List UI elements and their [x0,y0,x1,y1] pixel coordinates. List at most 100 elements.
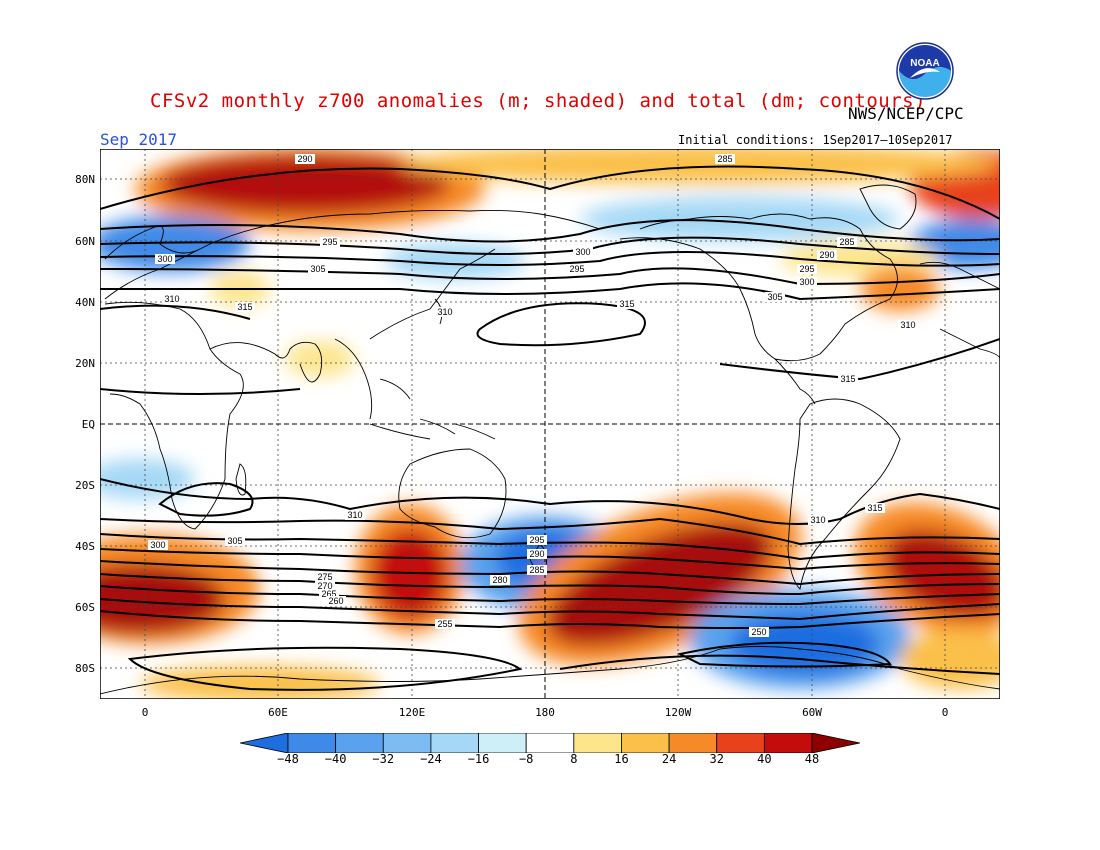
colorbar-tick-label: −8 [518,752,534,766]
contour-label: 305 [225,536,245,546]
lon-label: 60E [268,706,288,719]
colorbar-tick-label: 16 [614,752,629,766]
contour-label: 300 [155,254,175,264]
svg-text:310: 310 [347,510,362,520]
map-title: CFSv2 monthly z700 anomalies (m; shaded)… [150,90,927,112]
anomaly-map: 290 295 300 305 310 315 285 295 300 310 … [100,149,1000,699]
colorbar-cell [668,733,718,753]
contour-label: 295 [797,264,817,274]
svg-text:300: 300 [575,247,590,257]
contour-label: 310 [435,307,455,317]
colorbar-cell [430,733,479,753]
lon-label: 120E [398,706,426,719]
lat-label: 40N [75,296,95,309]
lon-label: 120W [664,706,692,719]
contour-label: 310 [162,294,182,304]
svg-text:315: 315 [619,299,634,309]
contour-label: 290 [527,549,547,559]
contour-label: 250 [749,627,769,637]
contour-label: 285 [715,154,735,164]
colorbar-arrow-high [811,733,860,753]
lon-label: 0 [141,706,149,719]
colorbar-cell [382,733,432,753]
colorbar [240,733,860,753]
svg-text:300: 300 [799,277,814,287]
colorbar-tick-label: −40 [324,752,347,766]
contour-label: 290 [295,154,315,164]
svg-text:310: 310 [437,307,452,317]
colorbar-cell [525,733,575,753]
colorbar-arrow-low [240,733,289,753]
colorbar-tick-label: 8 [570,752,578,766]
svg-text:315: 315 [840,374,855,384]
svg-text:295: 295 [569,264,584,274]
lat-label: 80S [75,662,95,675]
lat-label: 20N [75,357,95,370]
contour-label: 315 [838,374,858,384]
lat-label: EQ [81,418,95,431]
lat-label: 60S [75,601,95,614]
contour-label: 260 [326,596,346,606]
svg-text:280: 280 [492,575,507,585]
lat-label: 60N [75,235,95,248]
svg-text:310: 310 [900,320,915,330]
svg-text:305: 305 [767,292,782,302]
svg-text:295: 295 [799,264,814,274]
contour-label: 300 [148,540,168,550]
contour-label: 270 [315,581,335,591]
contour-label: 305 [765,292,785,302]
svg-text:290: 290 [529,549,544,559]
contour-label: 280 [490,575,510,585]
contour-label: 295 [527,535,547,545]
svg-text:275: 275 [317,572,332,582]
colorbar-cell [335,733,384,753]
svg-text:290: 290 [819,250,834,260]
svg-text:NOAA: NOAA [910,58,939,69]
colorbar-tick-label: −32 [372,752,395,766]
contour-label: 275 [315,572,335,582]
contour-label: 290 [817,250,837,260]
svg-text:285: 285 [717,154,732,164]
colorbar-tick-label: 48 [804,752,820,766]
lon-label: 60W [802,706,822,719]
lon-label: 0 [941,706,949,719]
svg-text:305: 305 [227,536,242,546]
svg-text:315: 315 [237,302,252,312]
svg-text:300: 300 [150,540,165,550]
forecast-month: Sep 2017 [100,130,178,149]
noaa-logo: NOAA [896,42,954,100]
contour-label: 315 [865,503,885,513]
svg-text:300: 300 [157,254,172,264]
contour-label: 255 [435,619,455,629]
colorbar-tick-label: 24 [661,752,677,766]
svg-text:315: 315 [867,503,882,513]
colorbar-cell [573,733,622,753]
svg-text:310: 310 [164,294,179,304]
colorbar-tick-label: 40 [757,752,772,766]
colorbar-cell [716,733,765,753]
contour-label: 305 [308,264,328,274]
colorbar-cell [763,733,813,753]
svg-text:310: 310 [810,515,825,525]
contour-label: 310 [808,515,828,525]
contour-label: 300 [573,247,593,257]
agency-label: NWS/NCEP/CPC [848,104,964,123]
contour-label: 265 [319,589,339,599]
initial-conditions: Initial conditions: 1Sep2017–10Sep2017 [678,133,953,147]
svg-text:285: 285 [529,565,544,575]
svg-text:305: 305 [310,264,325,274]
contour-label: 310 [898,320,918,330]
lat-label: 20S [75,479,95,492]
colorbar-cell [478,733,527,753]
colorbar-tick-label: −16 [467,752,490,766]
contour-label: 300 [797,277,817,287]
svg-text:270: 270 [317,581,332,591]
svg-text:250: 250 [751,627,766,637]
colorbar-tick-label: 32 [709,752,724,766]
contour-label: 315 [235,302,255,312]
lat-label: 80N [75,173,95,186]
contour-label: 285 [527,565,547,575]
contour-label: 310 [345,510,365,520]
contour-label: 285 [837,237,857,247]
svg-text:295: 295 [529,535,544,545]
